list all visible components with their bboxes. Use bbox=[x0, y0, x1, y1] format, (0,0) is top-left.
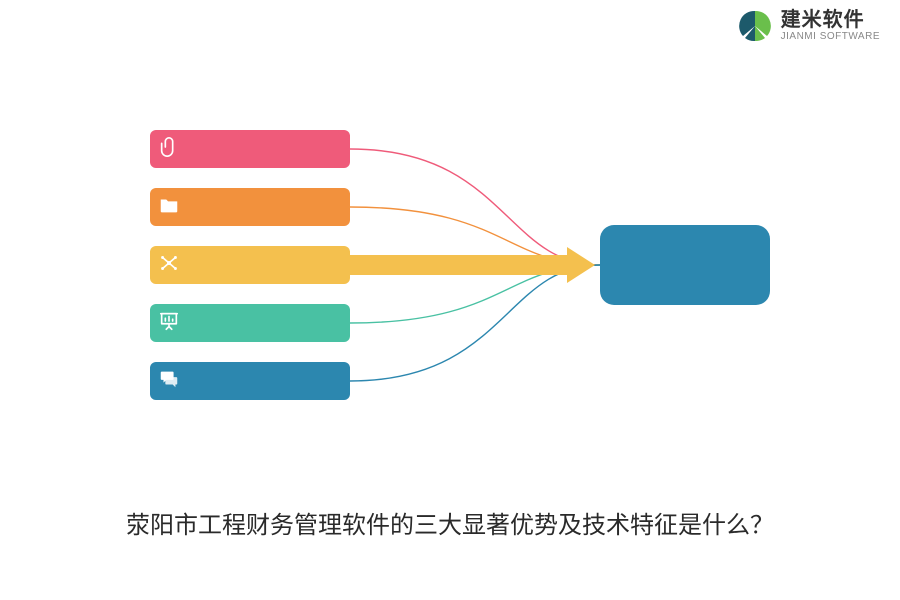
logo-text: 建米软件 JIANMI SOFTWARE bbox=[781, 10, 880, 42]
connector-4 bbox=[350, 265, 600, 381]
main-arrow bbox=[350, 247, 595, 283]
caption-text: 荥阳市工程财务管理软件的三大显著优势及技术特征是什么？ bbox=[0, 505, 900, 540]
source-bar-0 bbox=[150, 130, 350, 168]
logo-mark-icon bbox=[737, 8, 773, 44]
flow-diagram bbox=[150, 130, 770, 430]
connector-3 bbox=[350, 265, 600, 323]
logo-name-en: JIANMI SOFTWARE bbox=[781, 32, 880, 42]
connector-1 bbox=[350, 207, 600, 265]
source-bar-1 bbox=[150, 188, 350, 226]
connector-0 bbox=[350, 149, 600, 265]
target-box bbox=[600, 225, 770, 305]
source-bar-2 bbox=[150, 246, 350, 284]
brand-logo: 建米软件 JIANMI SOFTWARE bbox=[737, 8, 880, 44]
presentation-icon bbox=[158, 310, 180, 337]
source-bar-3 bbox=[150, 304, 350, 342]
paperclip-icon bbox=[158, 136, 180, 163]
folder-icon bbox=[158, 194, 180, 221]
source-bar-4 bbox=[150, 362, 350, 400]
chat-icon bbox=[158, 368, 180, 395]
network-icon bbox=[158, 252, 180, 279]
logo-name-cn: 建米软件 bbox=[781, 10, 880, 30]
